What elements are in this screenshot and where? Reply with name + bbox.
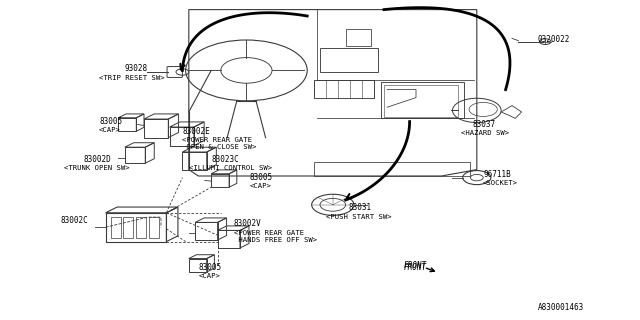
Bar	[111, 217, 121, 238]
Text: FRONT: FRONT	[403, 263, 426, 272]
Text: 96711B: 96711B	[483, 170, 511, 179]
Text: 83037: 83037	[472, 120, 495, 129]
Bar	[346, 29, 371, 46]
Text: FRONT: FRONT	[403, 261, 426, 270]
Text: <ILLUMI CONTROL SW>: <ILLUMI CONTROL SW>	[189, 165, 272, 171]
Text: <TRIP RESET SW>: <TRIP RESET SW>	[99, 76, 165, 81]
Text: 83023C: 83023C	[211, 156, 239, 164]
Text: HANDS FREE OFF SW>: HANDS FREE OFF SW>	[234, 237, 317, 243]
Text: 83005: 83005	[99, 117, 122, 126]
Bar	[384, 85, 458, 117]
Text: 93028: 93028	[125, 64, 148, 73]
Text: <PUSH START SW>: <PUSH START SW>	[326, 214, 392, 220]
Text: OPEN & CLOSE SW>: OPEN & CLOSE SW>	[182, 144, 257, 150]
Text: <CAP>: <CAP>	[198, 273, 220, 279]
Text: <TRUNK OPEN SW>: <TRUNK OPEN SW>	[64, 165, 130, 171]
Bar	[320, 48, 378, 72]
Text: A830001463: A830001463	[538, 303, 584, 312]
Bar	[136, 217, 146, 238]
Text: <CAP>: <CAP>	[99, 127, 121, 133]
Bar	[381, 82, 464, 118]
Text: 83002C: 83002C	[61, 216, 88, 225]
Text: <POWER REAR GATE: <POWER REAR GATE	[234, 230, 303, 236]
Text: <HAZARD SW>: <HAZARD SW>	[461, 131, 509, 136]
Text: <POWER REAR GATE: <POWER REAR GATE	[182, 137, 252, 143]
Text: <CAP>: <CAP>	[250, 183, 271, 189]
Text: 83002E: 83002E	[182, 127, 210, 136]
Bar	[124, 217, 134, 238]
Text: 83002V: 83002V	[234, 220, 261, 228]
Bar	[148, 217, 159, 238]
Bar	[314, 162, 470, 176]
Text: 83005: 83005	[250, 173, 273, 182]
Text: 0320022: 0320022	[538, 35, 570, 44]
Text: 83031: 83031	[349, 204, 372, 212]
Text: <SOCKET>: <SOCKET>	[483, 180, 518, 186]
Bar	[314, 80, 374, 98]
Text: 83002D: 83002D	[83, 156, 111, 164]
Text: 83005: 83005	[198, 263, 221, 272]
